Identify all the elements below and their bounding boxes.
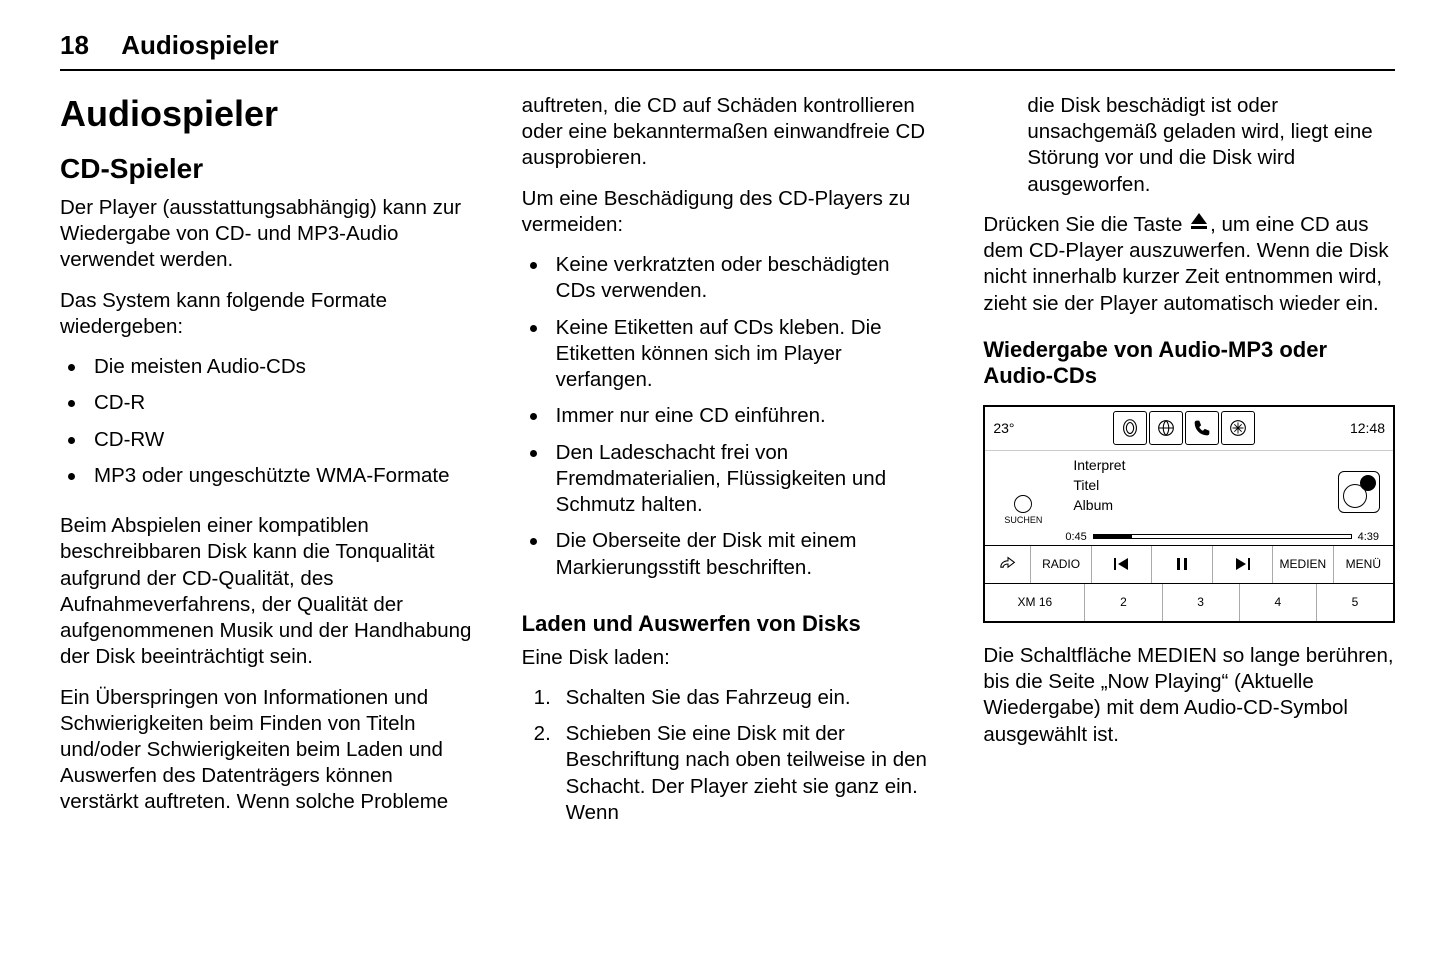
list-item: MP3 oder ungeschützte WMA-Formate xyxy=(60,463,472,489)
knob-icon xyxy=(1014,495,1032,513)
section-title: Audiospieler xyxy=(121,30,278,60)
list-item: Keine Etiketten auf CDs kleben. Die Etik… xyxy=(522,315,934,394)
progress-track xyxy=(1093,534,1352,539)
format-list: Die meisten Audio-CDs CD-R CD-RW MP3 ode… xyxy=(60,354,472,499)
display-search-knob: SUCHEN xyxy=(993,455,1053,529)
eject-icon xyxy=(1188,213,1210,231)
audio-settings-icon xyxy=(1113,411,1147,445)
preset-1: XM 16 xyxy=(985,584,1085,621)
display-preset-row: XM 16 2 3 4 5 xyxy=(985,583,1393,621)
chapter-title: Audiospieler xyxy=(60,93,472,135)
tips-list: Keine verkratzten oder beschädigten CDs … xyxy=(522,252,934,591)
content-columns: Audiospieler CD-Spieler Der Player (auss… xyxy=(60,93,1395,850)
paragraph: Der Player (ausstattungsabhängig) kann z… xyxy=(60,195,472,274)
display-control-row: RADIO MEDIEN MENÜ xyxy=(985,545,1393,583)
steps-list: Schalten Sie das Fahrzeug ein. Schieben … xyxy=(522,685,934,836)
paragraph: Beim Abspielen einer kompatiblen beschre… xyxy=(60,513,472,670)
section-cd-spieler: CD-Spieler xyxy=(60,153,472,185)
paragraph: auftreten, die CD auf Schäden kontrollie… xyxy=(522,93,934,172)
list-item: Den Ladeschacht frei von Fremdmaterialie… xyxy=(522,440,934,519)
paragraph-with-icon: Drücken Sie die Taste , um eine CD aus d… xyxy=(983,212,1395,317)
list-item: Keine verkratzten oder beschädigten CDs … xyxy=(522,252,934,304)
header-rule xyxy=(60,69,1395,71)
globe-icon xyxy=(1149,411,1183,445)
display-main-area: SUCHEN Interpret Titel Album xyxy=(985,451,1393,531)
paragraph: Ein Überspringen von Informationen und S… xyxy=(60,685,472,816)
paragraph: Die Schaltfläche MEDIEN so lange berühre… xyxy=(983,643,1395,748)
time-total: 4:39 xyxy=(1358,531,1379,543)
menu-button: MENÜ xyxy=(1334,546,1393,583)
pause-button xyxy=(1152,546,1212,583)
infotainment-display-diagram: 23° 12:48 SUCHEN Interpret Titel Album xyxy=(983,405,1395,623)
display-status-bar: 23° 12:48 xyxy=(985,407,1393,451)
preset-4: 4 xyxy=(1240,584,1317,621)
display-album-art xyxy=(1333,455,1385,529)
display-title: Titel xyxy=(1073,477,1333,493)
page-header: 18 Audiospieler xyxy=(60,30,1395,61)
climate-icon xyxy=(1221,411,1255,445)
display-clock: 12:48 xyxy=(1335,420,1385,436)
subsection-laden: Laden und Auswerfen von Disks xyxy=(522,611,934,637)
list-item: Immer nur eine CD einführen. xyxy=(522,403,934,429)
radio-button: RADIO xyxy=(1031,546,1091,583)
display-interpret: Interpret xyxy=(1073,457,1333,473)
preset-5: 5 xyxy=(1317,584,1393,621)
display-track-info: Interpret Titel Album xyxy=(1053,455,1333,529)
display-status-icons xyxy=(1033,411,1335,445)
column-3: die Disk beschädigt ist oder unsachgemäß… xyxy=(983,93,1395,850)
list-item: CD-RW xyxy=(60,427,472,453)
preset-2: 2 xyxy=(1085,584,1162,621)
list-item: CD-R xyxy=(60,390,472,416)
display-progress-bar: 0:45 4:39 xyxy=(985,531,1393,545)
list-item: Schieben Sie eine Disk mit der Beschrift… xyxy=(522,721,934,826)
display-album: Album xyxy=(1073,497,1333,513)
column-2: auftreten, die CD auf Schäden kontrollie… xyxy=(522,93,934,850)
paragraph: Das System kann folgende Formate wiederg… xyxy=(60,288,472,340)
media-button: MEDIEN xyxy=(1273,546,1333,583)
list-item: Schalten Sie das Fahrzeug ein. xyxy=(522,685,934,711)
album-art-icon xyxy=(1338,471,1380,513)
column-1: Audiospieler CD-Spieler Der Player (auss… xyxy=(60,93,472,850)
text-fragment: Drücken Sie die Taste xyxy=(983,213,1188,236)
preset-3: 3 xyxy=(1163,584,1240,621)
paragraph: Um eine Beschädigung des CD-Players zu v… xyxy=(522,186,934,238)
phone-icon xyxy=(1185,411,1219,445)
display-temperature: 23° xyxy=(993,420,1033,436)
paragraph: Eine Disk laden: xyxy=(522,645,934,671)
list-item: Die Oberseite der Disk mit einem Markier… xyxy=(522,528,934,580)
prev-track-button xyxy=(1092,546,1152,583)
speech-button xyxy=(985,546,1031,583)
list-item: Die meisten Audio-CDs xyxy=(60,354,472,380)
page-number: 18 xyxy=(60,30,89,60)
subsection-wiedergabe: Wiedergabe von Audio-MP3 oder Audio-CDs xyxy=(983,337,1395,389)
paragraph: die Disk beschädigt ist oder unsachgemäß… xyxy=(983,93,1395,198)
next-track-button xyxy=(1213,546,1273,583)
search-label: SUCHEN xyxy=(1004,515,1042,525)
time-elapsed: 0:45 xyxy=(1065,531,1086,543)
